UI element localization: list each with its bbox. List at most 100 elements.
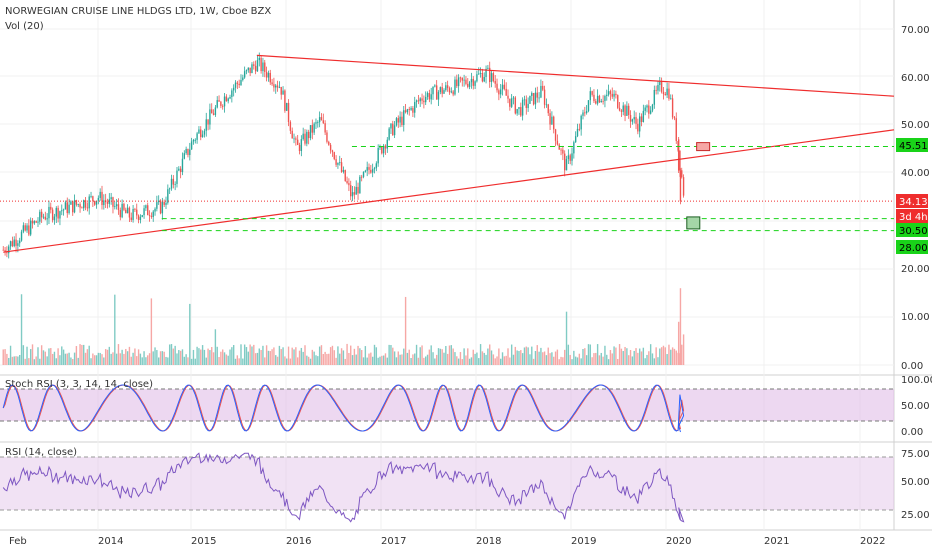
- volume-bar: [395, 357, 398, 365]
- candle-body: [337, 162, 339, 165]
- volume-bar: [456, 356, 458, 365]
- candle-body: [476, 74, 478, 82]
- volume-bar: [37, 347, 39, 365]
- candle-body: [86, 207, 89, 209]
- volume-bar: [501, 352, 504, 365]
- candle-body: [26, 225, 28, 231]
- candle-body: [626, 105, 628, 116]
- volume-bar: [106, 349, 109, 365]
- candle-body: [520, 107, 522, 116]
- drawings[interactable]: [0, 54, 895, 253]
- volume-bar: [540, 347, 542, 365]
- price-axis[interactable]: 70.00 60.00 50.00 40.00 20.00 10.00 0.00…: [896, 25, 932, 521]
- volume-bar: [291, 347, 293, 365]
- candle-body: [682, 177, 685, 196]
- volume-bar: [578, 353, 581, 365]
- candle-body: [445, 85, 447, 91]
- candle-body: [93, 201, 96, 205]
- rsi-indicator-label[interactable]: RSI (14, close): [5, 447, 78, 458]
- volume-bar: [13, 356, 15, 365]
- candle-body: [414, 102, 416, 113]
- volume-bar: [593, 353, 595, 365]
- price-tick-40: 40.00: [901, 168, 930, 179]
- candle-body: [57, 207, 59, 219]
- candle-body: [633, 117, 635, 120]
- volume-bar: [172, 348, 175, 365]
- candle-body: [587, 100, 590, 112]
- volume-bar: [534, 351, 537, 365]
- candle-body: [478, 73, 480, 75]
- volume-bar: [543, 351, 546, 365]
- candle-body: [415, 100, 418, 103]
- candle-body: [410, 108, 412, 110]
- volume-bar: [584, 348, 586, 365]
- volume-bar: [489, 344, 491, 365]
- candle-body: [459, 77, 462, 79]
- candle-body: [474, 81, 476, 86]
- candle-body: [421, 98, 423, 101]
- volume-bar: [53, 351, 56, 365]
- candle-body: [456, 79, 458, 87]
- candle-body: [496, 83, 498, 91]
- time-axis[interactable]: Feb 2014 2015 2016 2017 2018 2019 2020 2…: [9, 536, 885, 547]
- candle-body: [302, 133, 304, 140]
- candle-body: [454, 79, 456, 95]
- candle-body: [483, 77, 485, 82]
- candle-body: [209, 109, 211, 125]
- candle-body: [574, 136, 577, 143]
- volume-indicator-label[interactable]: Vol (20): [5, 21, 44, 32]
- candle-body: [607, 91, 610, 95]
- volume-bar: [360, 350, 363, 365]
- candle-body: [37, 221, 39, 223]
- volume-bar: [551, 352, 553, 365]
- candle-body: [657, 84, 659, 91]
- volume-bar: [287, 346, 290, 365]
- volume-bar: [81, 344, 83, 365]
- candle-body: [514, 97, 517, 114]
- volume-bar: [589, 344, 592, 365]
- candle-body: [547, 104, 549, 114]
- volume-bar: [635, 348, 637, 365]
- candle-body: [289, 121, 292, 131]
- candle-body: [585, 111, 588, 114]
- volume-bar: [527, 347, 529, 365]
- candle-body: [19, 240, 21, 244]
- volume-bar: [490, 350, 493, 365]
- volume-bar: [591, 357, 593, 365]
- volume-bar: [300, 347, 303, 365]
- volume-bar: [269, 351, 271, 365]
- candle-body: [234, 82, 237, 88]
- candle-body: [359, 176, 361, 194]
- candle-body: [161, 201, 164, 214]
- volume-bar: [512, 354, 515, 365]
- candle-body: [211, 109, 213, 114]
- candle-body: [666, 88, 668, 96]
- grid-lines: [0, 0, 894, 530]
- candle-body: [200, 129, 202, 138]
- volume-bar: [4, 349, 6, 365]
- candle-body: [492, 73, 495, 81]
- candle-body: [187, 148, 189, 155]
- volume-bar: [521, 353, 524, 365]
- volume-bar: [209, 350, 211, 365]
- candle-body: [613, 93, 615, 97]
- candle-body: [664, 94, 666, 96]
- stoch-rsi-indicator-label[interactable]: Stoch RSI (3, 3, 14, 14, close): [5, 379, 153, 390]
- candle-body: [125, 209, 127, 214]
- candle-body: [489, 67, 491, 83]
- volume-bar: [523, 347, 526, 365]
- candle-body: [651, 104, 654, 111]
- candle-body: [181, 158, 184, 173]
- candle-body: [190, 141, 193, 150]
- volume-bar: [214, 329, 217, 365]
- candle-body: [490, 73, 493, 83]
- candle-body: [673, 117, 676, 119]
- volume-bar: [677, 321, 680, 365]
- volume-bar: [660, 347, 663, 365]
- volume-bar: [161, 351, 164, 365]
- volume-bar: [426, 354, 429, 365]
- volume-bar: [576, 357, 579, 365]
- volume-bar: [401, 354, 403, 365]
